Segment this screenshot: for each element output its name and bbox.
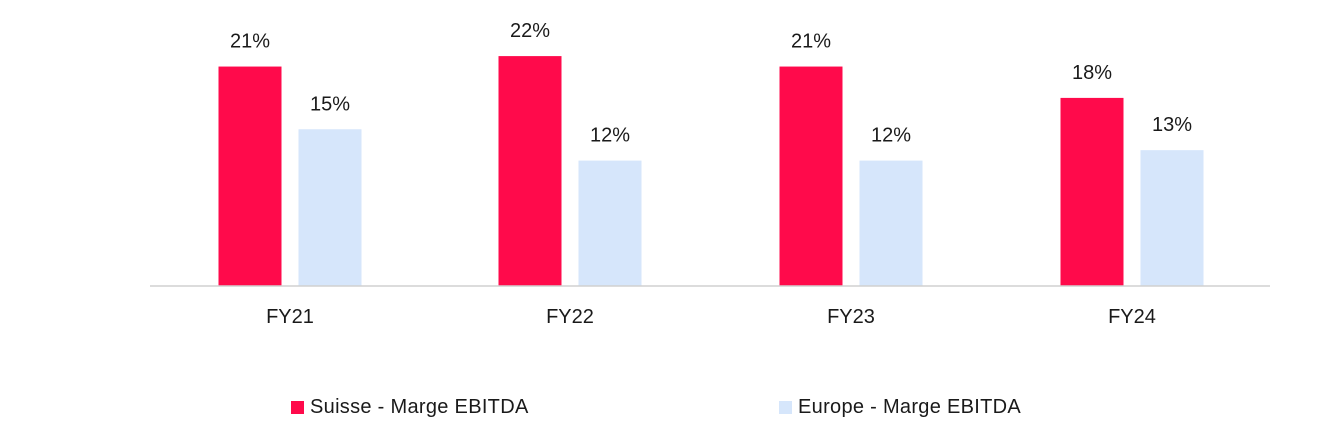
x-tick-label-fy22: FY22 xyxy=(546,306,594,328)
bar-suisse-fy24 xyxy=(1060,97,1124,287)
legend-swatch-europe xyxy=(779,401,792,414)
data-label-suisse-fy22: 22% xyxy=(510,20,550,42)
legend-label-europe: Europe - Marge EBITDA xyxy=(798,396,1022,418)
data-label-suisse-fy23: 21% xyxy=(791,31,831,53)
bar-europe-fy21 xyxy=(298,129,362,286)
bar-suisse-fy23 xyxy=(779,66,843,286)
bar-europe-fy24 xyxy=(1140,150,1204,286)
data-label-europe-fy21: 15% xyxy=(310,93,350,115)
legend-swatch-suisse xyxy=(291,401,304,414)
bar-europe-fy22 xyxy=(578,160,642,286)
bars-group xyxy=(218,56,1204,287)
bar-suisse-fy22 xyxy=(498,56,562,286)
legend-label-suisse: Suisse - Marge EBITDA xyxy=(310,396,529,418)
labels-group: 21% 22% 21% 18% 15% 12% 12% 13% FY21 FY22 FY23 FY24 xyxy=(230,20,1192,328)
data-label-europe-fy24: 13% xyxy=(1152,114,1192,136)
legend-item-europe: Europe - Marge EBITDA xyxy=(779,396,1021,419)
x-tick-label-fy23: FY23 xyxy=(827,306,875,328)
bar-europe-fy23 xyxy=(859,160,923,286)
x-tick-label-fy21: FY21 xyxy=(266,306,314,328)
data-label-europe-fy22: 12% xyxy=(590,125,630,147)
data-label-suisse-fy24: 18% xyxy=(1072,62,1112,84)
bar-suisse-fy21 xyxy=(218,66,282,286)
data-label-europe-fy23: 12% xyxy=(871,125,911,147)
data-label-suisse-fy21: 21% xyxy=(230,31,270,53)
legend-item-suisse: Suisse - Marge EBITDA xyxy=(291,396,529,419)
x-tick-label-fy24: FY24 xyxy=(1108,306,1156,328)
